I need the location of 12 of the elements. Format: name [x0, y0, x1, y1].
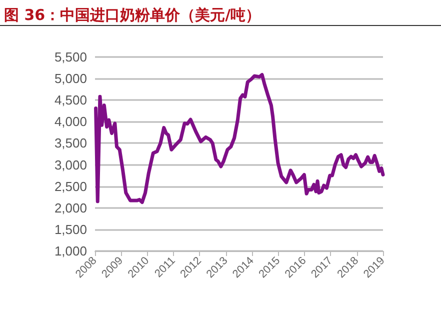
y-tick-label: 5,500 [54, 50, 87, 64]
y-tick-label: 3,500 [54, 136, 87, 151]
y-tick-label: 4,500 [54, 92, 87, 108]
chart-title: 图 36：中国进口奶粉单价（美元/吨） [0, 0, 441, 26]
y-tick-label: 3,000 [54, 157, 87, 172]
y-tick-label: 2,500 [54, 178, 87, 194]
y-tick-label: 1,000 [54, 244, 87, 258]
y-tick-label: 2,000 [54, 200, 87, 216]
y-tick-label: 4,000 [54, 114, 87, 130]
line-series [94, 72, 385, 204]
y-tick-label: 5,000 [54, 71, 87, 86]
y-tick-label: 1,500 [54, 222, 87, 237]
